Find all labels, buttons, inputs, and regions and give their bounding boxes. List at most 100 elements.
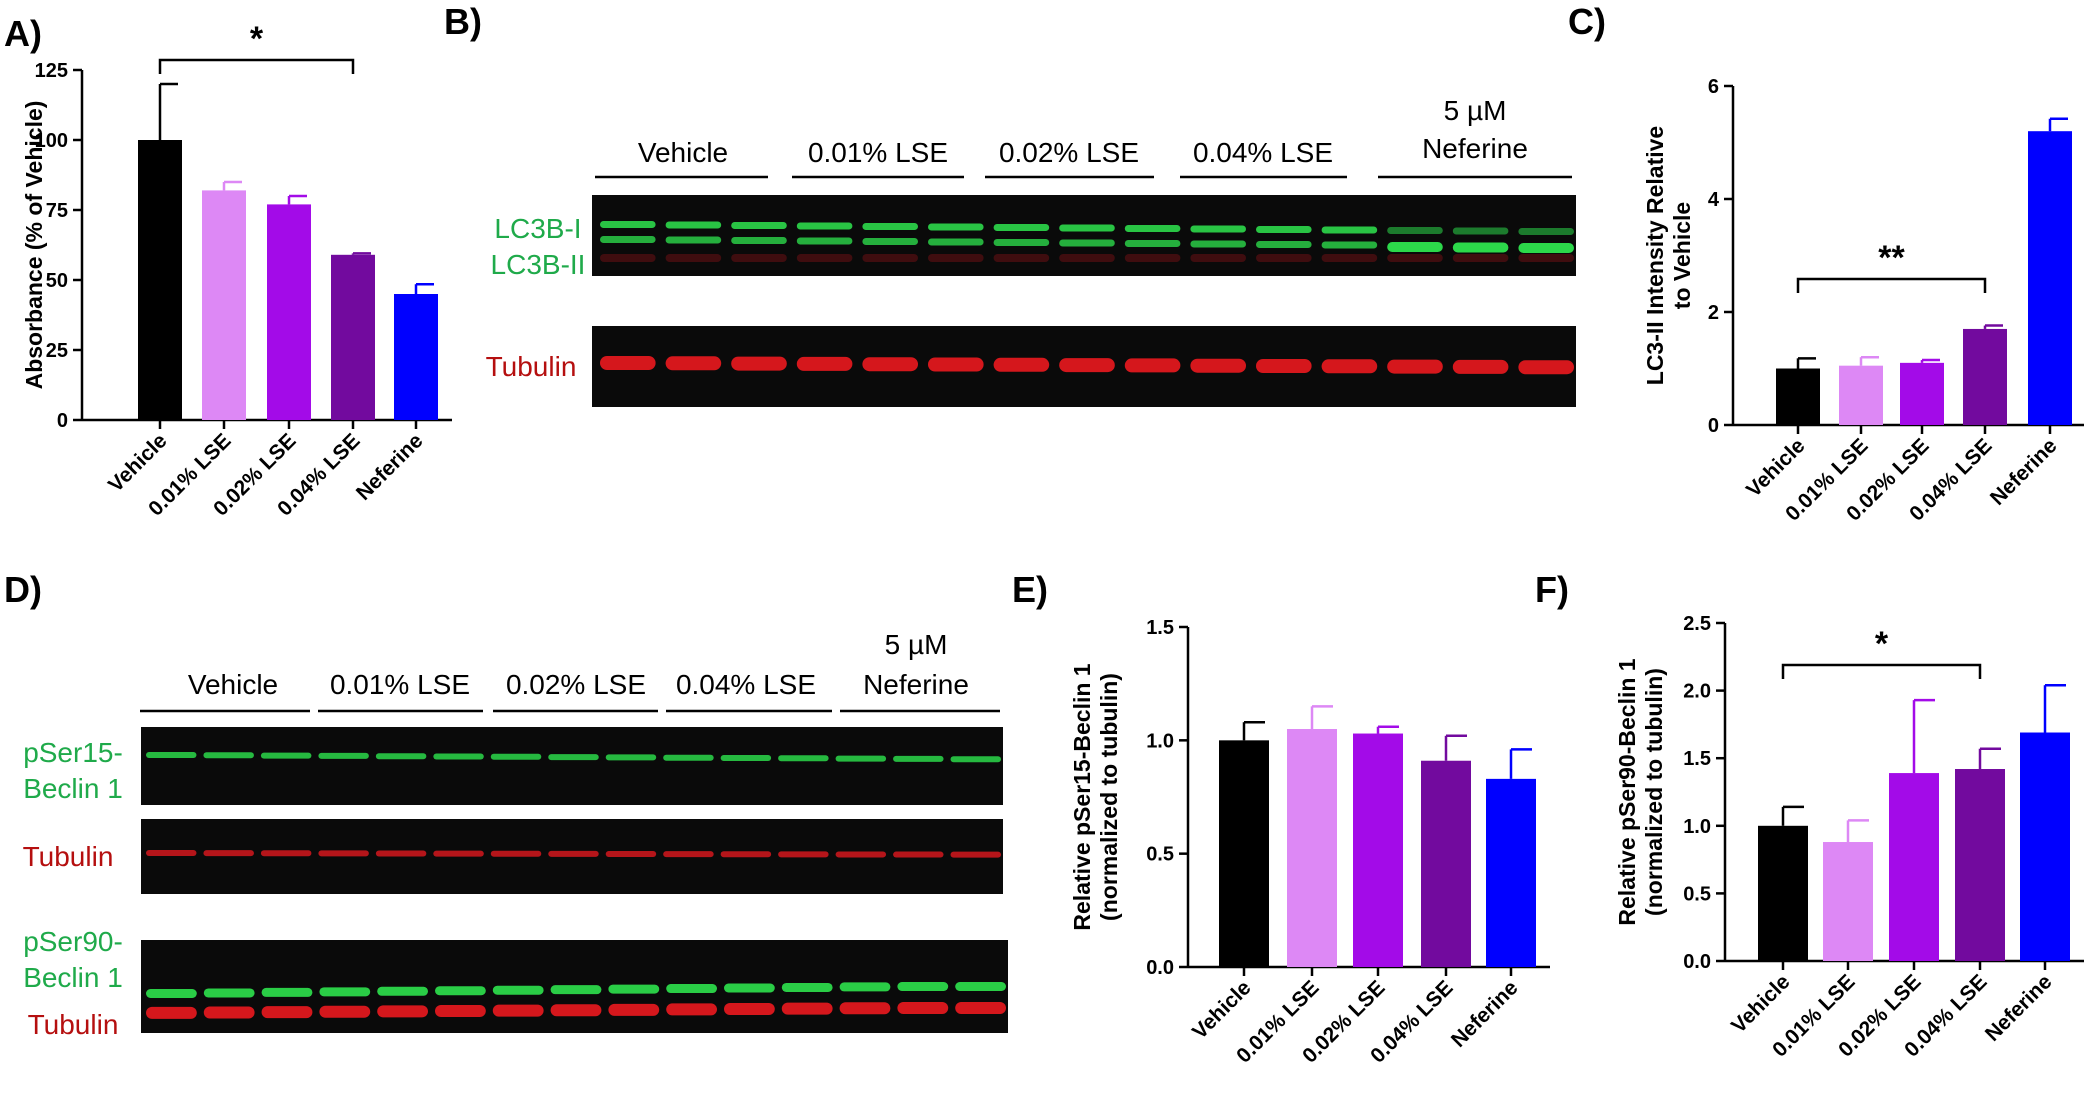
lc3bii-band [665,236,722,244]
pser15-band [548,754,599,761]
lc3bii-band [1321,241,1378,249]
tubulin-band [1190,358,1246,373]
chart-f: 0.0 0.5 1.0 1.5 2.0 2.5 Relative pSer90-Beclin… [1614,613,2084,1062]
tubulin-band [600,356,656,370]
bar-c-1 [1839,365,1883,425]
pser15-band [260,752,312,759]
blot-d-group-neferine: Neferine [863,669,969,700]
pser15-band [893,755,944,762]
lc3bii-band [928,238,984,246]
tubulin-band [720,851,772,858]
bar-f-1 [1823,842,1873,961]
pser90-band [724,983,775,993]
background-band [1190,254,1246,262]
y-tick-label: 0.5 [1146,844,1174,866]
tubulin-band [1387,359,1443,374]
lc3bii-band [1124,240,1181,247]
bar-a-1 [202,190,246,420]
lc3bi-band [1059,224,1115,232]
lc3bi-band [1518,228,1574,235]
y-tick-label: 1.5 [1146,617,1174,639]
blot-b-group-vehicle: Vehicle [638,137,728,168]
panel-letter-b: B) [444,1,482,42]
tubulin-band [433,850,484,857]
blot-d-label-tubulin-2: Tubulin [28,1009,119,1040]
panel-letter-a: A) [4,13,42,54]
blot-b-tubulin-bands [600,356,1574,375]
tubulin-band [665,356,722,371]
pser90-band [839,982,891,992]
y-axis-label-line: LC3-II Intensity Relative [1642,126,1668,385]
blot-d-pser15-bands [146,752,1001,763]
lc3bii-band [1518,243,1574,253]
pser90-band [319,987,371,997]
category-label: Neferine [1981,970,2057,1046]
pser15-band [318,752,369,759]
background-band [862,254,918,262]
bar-c-4 [2028,131,2072,425]
y-tick-label: 100 [35,130,68,152]
significance-bracket [1796,277,1987,293]
tubulin-band [893,851,944,858]
pser15-band [663,754,714,761]
background-band [1518,254,1574,262]
tubulin-band [955,1002,1006,1014]
lc3bii-band [600,236,656,243]
pser15-band [490,753,542,760]
blot-d-group-neferine-conc: 5 µM [885,629,948,660]
bar-f-0 [1758,825,1808,961]
tubulin-band [839,1002,891,1015]
bar-e-3 [1421,760,1471,967]
y-axis-label-line: Relative pSer90-Beclin 1 [1614,658,1640,925]
tubulin-band [261,1006,313,1019]
bar-f-2 [1889,773,1939,961]
y-tick-label: 2 [1708,302,1719,324]
tubulin-band [897,1002,949,1014]
lc3bii-band [1452,242,1509,253]
lc3bi-band [1190,225,1246,233]
pser90-band [261,987,313,997]
tubulin-band [203,1006,255,1019]
blot-b-label-tubulin: Tubulin [486,351,577,382]
lc3bi-band [928,223,984,231]
tubulin-band [928,357,984,372]
tubulin-band [319,1005,371,1018]
background-band [1124,254,1181,262]
lc3bii-band [862,238,918,245]
tubulin-band [146,850,197,856]
tubulin-band [608,1003,660,1016]
background-band [928,254,984,262]
chart-e: 0.0 0.5 1.0 1.5 Relative pSer15-Beclin 1 (nor… [1069,617,1550,1068]
tubulin-band [666,1003,717,1016]
pser90-band [955,982,1006,991]
significance-label: * [1875,625,1889,663]
bar-e-1 [1287,729,1337,967]
tubulin-band [1518,360,1574,375]
y-tick-label: 0.0 [1146,957,1174,979]
significance-label: ** [1878,239,1905,277]
pser90-band [897,982,949,991]
pser90-band [146,989,197,998]
tubulin-band [492,1004,544,1017]
y-tick-label: 0.5 [1683,883,1711,905]
lc3bi-band [796,222,853,230]
y-axis-label-line: (normalized to tubulin) [1641,668,1667,916]
western-blot-d: Vehicle 0.01% LSE 0.02% LSE 0.04% LSE 5 … [23,629,1008,1040]
lc3bi-band [1452,227,1509,235]
pser90-band [666,984,717,994]
y-tick-label: 2.5 [1683,613,1711,635]
tubulin-band [731,356,787,371]
pser90-band [492,985,544,995]
bar-a-2 [267,204,311,420]
y-tick-label: 50 [46,270,68,292]
blot-b-lc3b-bands [600,221,1574,262]
background-band [993,254,1050,262]
panel-letter-f: F) [1535,569,1569,610]
blot-b-lc3b-membrane [592,195,1576,276]
bar-c-2 [1900,362,1944,425]
background-band [1256,254,1312,262]
blot-b-group-lse004: 0.04% LSE [1193,137,1333,168]
y-tick-label: 1.0 [1683,816,1711,838]
